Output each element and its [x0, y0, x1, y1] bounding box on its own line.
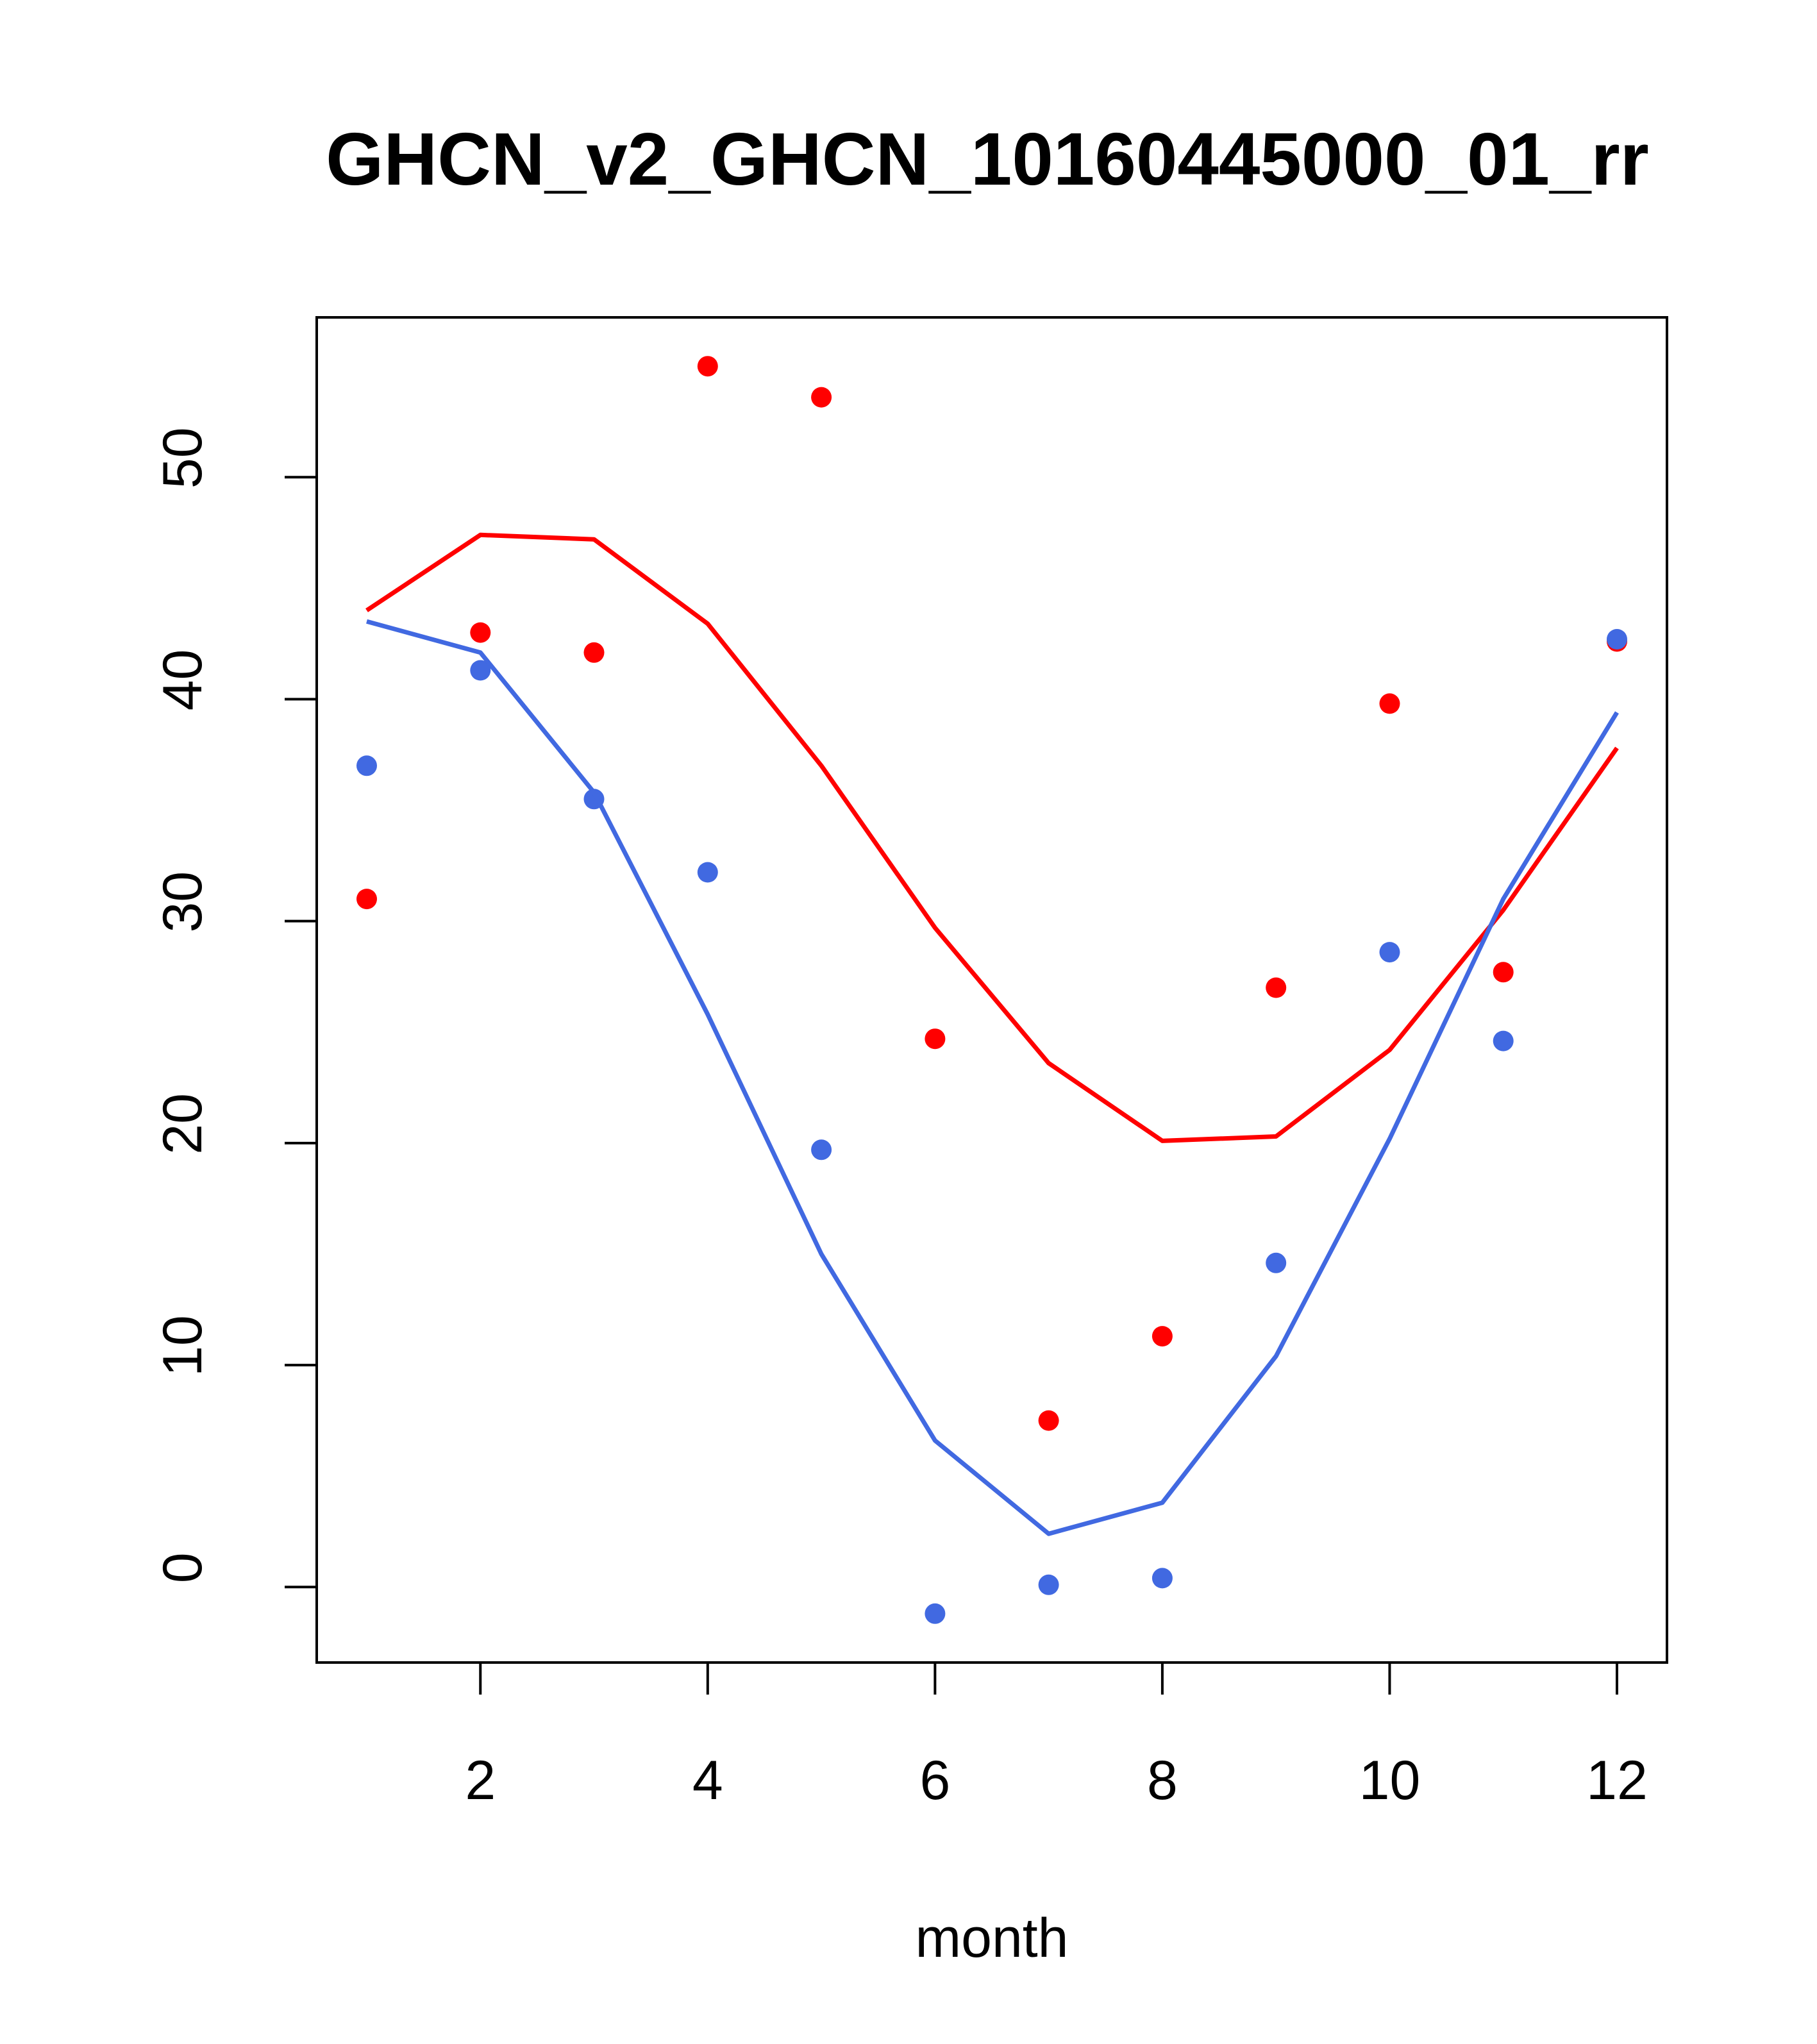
- blue-point: [1266, 1252, 1287, 1273]
- blue-points-series: [356, 629, 1627, 1624]
- red-point: [1266, 977, 1287, 998]
- y-tick-label: 40: [152, 649, 214, 711]
- blue-line-series: [366, 619, 1619, 1536]
- x-tick-label: 2: [465, 1750, 496, 1811]
- y-tick-label: 30: [152, 871, 214, 933]
- blue-point: [356, 755, 377, 776]
- x-tick-label: 4: [692, 1750, 723, 1811]
- x-axis-label: month: [915, 1907, 1068, 1969]
- red-point: [1038, 1410, 1059, 1431]
- blue-line: [366, 619, 1619, 1536]
- red-point: [1379, 693, 1400, 714]
- blue-point: [1151, 1568, 1173, 1589]
- blue-point: [1379, 942, 1400, 963]
- blue-point: [1038, 1574, 1059, 1595]
- y-axis: 0 10 20 30 40 50: [152, 427, 317, 1589]
- blue-point: [925, 1603, 946, 1624]
- x-axis: 2 4 6 8 10 12: [465, 1663, 1648, 1811]
- blue-point: [811, 1139, 832, 1160]
- red-line: [365, 532, 1619, 1143]
- y-tick-label: 50: [152, 427, 214, 489]
- x-tick-label: 12: [1586, 1750, 1648, 1811]
- y-tick-label: 10: [152, 1315, 214, 1377]
- red-point: [583, 642, 605, 663]
- blue-point: [470, 660, 491, 681]
- red-line-series: [365, 532, 1619, 1143]
- y-tick-label: 0: [152, 1552, 214, 1583]
- red-points-series: [356, 356, 1627, 1431]
- red-point: [925, 1028, 946, 1050]
- x-tick-label: 10: [1359, 1750, 1421, 1811]
- blue-point: [1607, 629, 1627, 649]
- chart-title: GHCN_v2_GHCN_10160445000_01_rr: [326, 117, 1649, 201]
- y-tick-label: 20: [152, 1093, 214, 1155]
- red-point: [1151, 1326, 1173, 1347]
- plot-frame: [315, 316, 1668, 1664]
- x-tick-label: 8: [1147, 1750, 1178, 1811]
- red-point: [697, 356, 718, 377]
- x-tick-label: 6: [919, 1750, 950, 1811]
- red-point: [470, 622, 491, 643]
- red-point: [1493, 962, 1514, 983]
- red-point: [356, 889, 377, 910]
- series-layer: [356, 356, 1627, 1624]
- red-point: [811, 387, 832, 408]
- blue-point: [697, 862, 718, 883]
- blue-point: [1493, 1030, 1514, 1051]
